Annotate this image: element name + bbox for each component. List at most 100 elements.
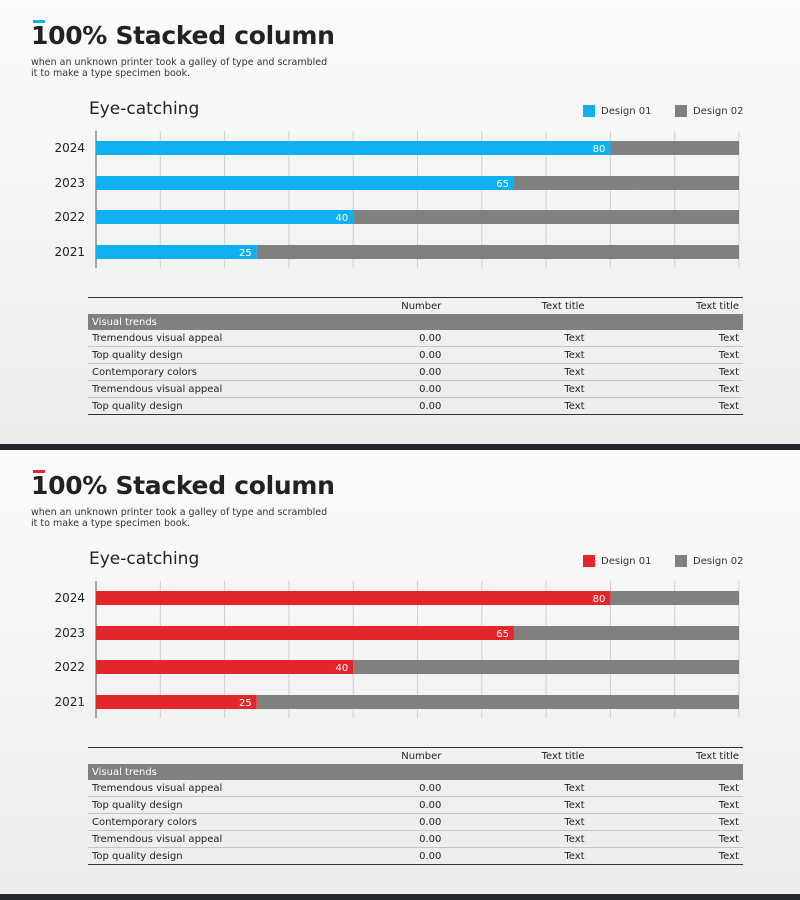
legend-label-design-01: Design 01 (601, 555, 652, 567)
table-cell: Tremendous visual appeal (88, 380, 314, 398)
table-header-cell: Text title (541, 300, 585, 312)
page-subtitle: when an unknown printer took a galley of… (31, 507, 328, 529)
table-group-row: Visual trends (88, 314, 743, 330)
table-header-cell: Text title (696, 750, 739, 762)
table-cell: Text (588, 346, 743, 364)
data-label: 80 (593, 144, 606, 155)
table-cell: Text (445, 780, 589, 797)
table-header-cell: Number (401, 300, 442, 312)
data-table: Number Text title Text title Visual tren… (88, 747, 743, 865)
data-label: 40 (335, 663, 348, 674)
table-group-row: Visual trends (88, 764, 743, 780)
table-cell: Text (588, 330, 743, 347)
bar-segment-design-01 (96, 210, 354, 224)
legend-label-design-01: Design 01 (601, 105, 652, 117)
legend-swatch-design-02 (675, 555, 687, 567)
panel-divider (0, 444, 800, 450)
table-cell: 0.00 (313, 813, 446, 831)
legend-item-design-01: Design 01 (583, 105, 651, 117)
bar-segment-design-01 (96, 626, 514, 640)
chart-title: Eye-catching (89, 99, 200, 119)
bar-segment-design-01 (96, 141, 611, 155)
table-cell: Text (588, 780, 743, 797)
table-cell: Text (588, 813, 743, 831)
stacked-bar-chart: 2024 80 2023 65 2022 40 2021 25 (54, 581, 740, 718)
category-label: 2021 (54, 245, 85, 259)
table-cell: Tremendous visual appeal (88, 780, 314, 797)
bar-segment-design-02 (256, 695, 739, 709)
category-label: 2024 (54, 141, 85, 155)
table-row: Tremendous visual appeal 0.00 Text Text (88, 380, 743, 398)
table-cell: 0.00 (313, 346, 446, 364)
table-cell: 0.00 (419, 400, 442, 412)
legend-swatch-design-02 (675, 105, 687, 117)
bar-segment-design-02 (513, 176, 739, 190)
table-cell: Contemporary colors (88, 813, 314, 831)
table-row: Tremendous visual appeal 0.00 Text Text (88, 780, 743, 797)
bar-segment-design-01 (96, 591, 611, 605)
bar-segment-design-01 (96, 245, 257, 259)
table-header-cell: Number (401, 750, 442, 762)
legend-swatch-design-01 (583, 105, 595, 117)
data-label: 65 (496, 179, 509, 190)
data-table: Number Text title Text title Visual tren… (88, 297, 743, 415)
table-cell: Text (445, 796, 589, 814)
table-row: Top quality design 0.00 Text Text (88, 346, 743, 364)
table-cell: Text (445, 380, 589, 398)
bar-segment-design-01 (96, 660, 354, 674)
category-label: 2022 (54, 210, 85, 224)
page-title: 100% Stacked column (31, 471, 335, 500)
table-cell: Text (445, 830, 589, 848)
table-header-cell: Text title (541, 750, 585, 762)
legend-label-design-02: Design 02 (693, 555, 744, 567)
table-cell: 0.00 (313, 796, 446, 814)
table-cell: Text (564, 850, 585, 862)
table-row: Contemporary colors 0.00 Text Text (88, 363, 743, 381)
table-cell: Top quality design (92, 850, 183, 862)
bar-segment-design-02 (610, 141, 739, 155)
legend-item-design-02: Design 02 (675, 105, 743, 117)
table-row: Tremendous visual appeal 0.00 Text Text (88, 330, 743, 347)
table-cell: Text (588, 363, 743, 381)
bar-segment-design-02 (513, 626, 739, 640)
table-cell: 0.00 (313, 330, 446, 347)
category-label: 2024 (54, 591, 85, 605)
table-cell: Text (445, 813, 589, 831)
table-group-label: Visual trends (88, 314, 743, 330)
table-cell: 0.00 (313, 380, 446, 398)
data-label: 80 (593, 594, 606, 605)
stacked-bar-chart: 2024 80 2023 65 2022 40 2021 25 (54, 131, 740, 268)
table-cell: Tremendous visual appeal (88, 330, 314, 347)
title-accent-bar (33, 470, 45, 473)
table-cell: 0.00 (313, 363, 446, 381)
table-row: Tremendous visual appeal 0.00 Text Text (88, 830, 743, 848)
table-row: Top quality design 0.00 Text Text (88, 398, 743, 415)
table-cell: Top quality design (88, 346, 314, 364)
table-cell: Text (588, 380, 743, 398)
bar-segment-design-02 (353, 210, 739, 224)
table-cell: Contemporary colors (88, 363, 314, 381)
table-row: Contemporary colors 0.00 Text Text (88, 813, 743, 831)
data-label: 65 (496, 629, 509, 640)
legend-label-design-02: Design 02 (693, 105, 744, 117)
legend-item-design-02: Design 02 (675, 555, 743, 567)
bar-segment-design-02 (256, 245, 739, 259)
table-cell: Tremendous visual appeal (88, 830, 314, 848)
table-header-row: Number Text title Text title (88, 748, 743, 765)
table-cell: Text (718, 400, 739, 412)
table-cell: 0.00 (313, 830, 446, 848)
bar-segment-design-01 (96, 695, 257, 709)
data-label: 25 (239, 248, 252, 259)
bar-segment-design-01 (96, 176, 514, 190)
chart-panel-1: 100% Stacked column when an unknown prin… (0, 0, 800, 450)
table-cell: Text (445, 363, 589, 381)
table-cell: Text (588, 830, 743, 848)
table-cell: 0.00 (419, 850, 442, 862)
bar-segment-design-02 (610, 591, 739, 605)
category-label: 2023 (54, 626, 85, 640)
table-cell: Top quality design (88, 796, 314, 814)
table-cell: Text (445, 330, 589, 347)
legend-item-design-01: Design 01 (583, 555, 651, 567)
page-subtitle: when an unknown printer took a galley of… (31, 57, 328, 79)
table-header-cell: Text title (696, 300, 739, 312)
